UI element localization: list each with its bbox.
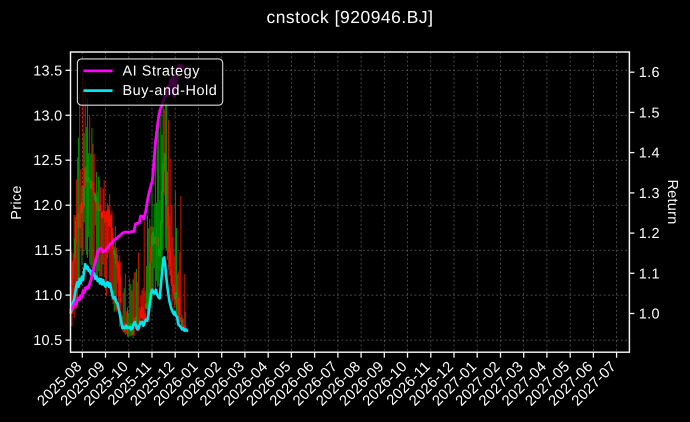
svg-text:10.5: 10.5	[33, 333, 62, 349]
svg-text:13.5: 13.5	[33, 63, 62, 79]
svg-text:Price: Price	[9, 185, 25, 219]
svg-text:1.0: 1.0	[639, 307, 660, 323]
svg-text:12.0: 12.0	[33, 198, 62, 214]
svg-text:13.0: 13.0	[33, 108, 62, 124]
svg-text:1.5: 1.5	[639, 105, 660, 121]
svg-text:1.6: 1.6	[639, 65, 660, 81]
svg-text:12.5: 12.5	[33, 153, 62, 169]
svg-text:1.1: 1.1	[639, 266, 660, 282]
svg-text:Return: Return	[664, 179, 680, 224]
svg-text:1.4: 1.4	[639, 146, 660, 162]
svg-text:AI Strategy: AI Strategy	[123, 63, 201, 79]
svg-text:cnstock [920946.BJ]: cnstock [920946.BJ]	[266, 7, 433, 27]
svg-text:1.2: 1.2	[639, 226, 660, 242]
svg-text:Buy-and-Hold: Buy-and-Hold	[123, 83, 218, 99]
svg-text:11.5: 11.5	[34, 243, 62, 259]
svg-text:1.3: 1.3	[639, 186, 660, 202]
svg-text:11.0: 11.0	[34, 288, 62, 304]
